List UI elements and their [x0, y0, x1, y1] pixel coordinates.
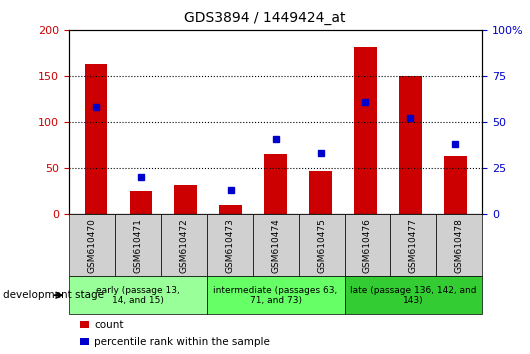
Bar [85, 64, 107, 214]
Text: development stage: development stage [3, 290, 104, 300]
Text: GSM610474: GSM610474 [271, 218, 280, 273]
Bar [399, 76, 422, 214]
Bar [354, 47, 377, 214]
Text: GDS3894 / 1449424_at: GDS3894 / 1449424_at [184, 11, 346, 25]
Text: GSM610477: GSM610477 [409, 218, 418, 273]
Text: GSM610471: GSM610471 [134, 218, 142, 273]
Bar [174, 185, 197, 214]
Bar [264, 154, 287, 214]
Text: late (passage 136, 142, and
143): late (passage 136, 142, and 143) [350, 286, 476, 305]
Text: early (passage 13,
14, and 15): early (passage 13, 14, and 15) [96, 286, 180, 305]
Bar [129, 191, 152, 214]
Bar [310, 171, 332, 214]
Text: GSM610472: GSM610472 [179, 218, 188, 273]
Text: percentile rank within the sample: percentile rank within the sample [94, 337, 270, 347]
Text: GSM610475: GSM610475 [317, 218, 326, 273]
Text: GSM610476: GSM610476 [363, 218, 372, 273]
Text: GSM610478: GSM610478 [455, 218, 464, 273]
Text: count: count [94, 320, 124, 330]
Bar [444, 156, 466, 214]
Text: intermediate (passages 63,
71, and 73): intermediate (passages 63, 71, and 73) [214, 286, 338, 305]
Text: GSM610473: GSM610473 [225, 218, 234, 273]
Text: GSM610470: GSM610470 [87, 218, 96, 273]
Bar [219, 205, 242, 214]
